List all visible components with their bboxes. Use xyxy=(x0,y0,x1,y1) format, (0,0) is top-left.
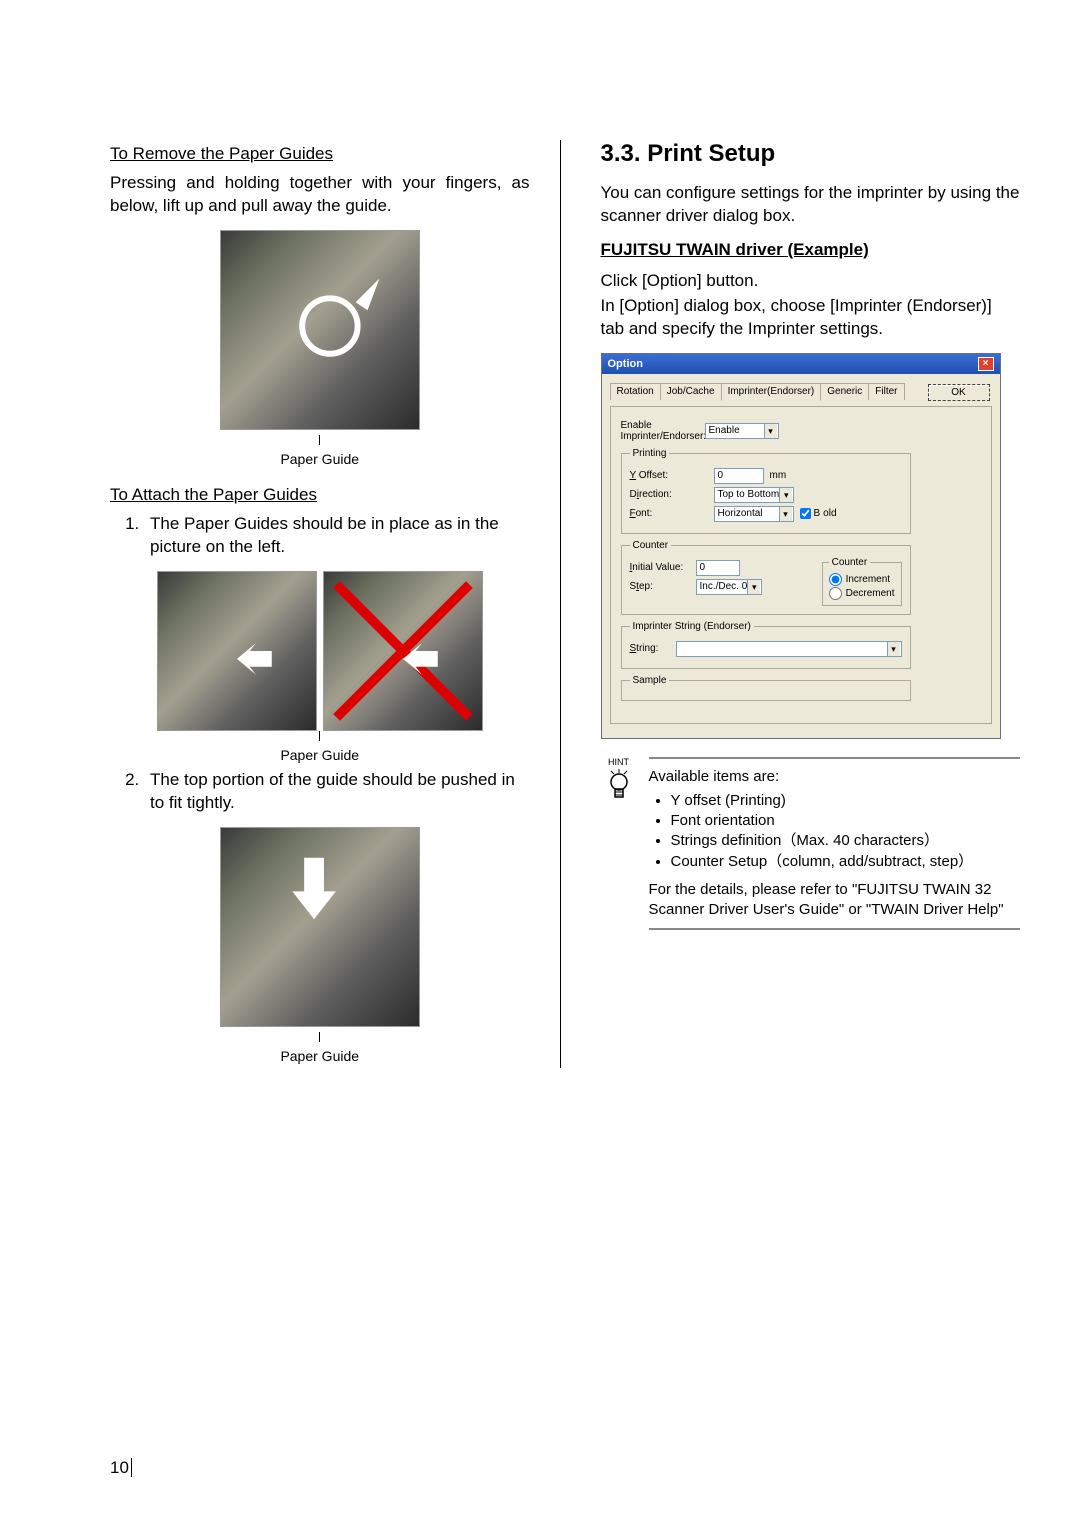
caption-1: Paper Guide xyxy=(110,451,530,467)
hint-item-2: Font orientation xyxy=(671,811,1021,831)
twain-heading: FUJITSU TWAIN driver (Example) xyxy=(601,240,1021,260)
direction-label: Direction: xyxy=(630,489,708,500)
figure-push-in: Paper Guide xyxy=(110,827,530,1064)
counter-inner-group: Counter Increment Decrement xyxy=(822,557,902,606)
step-select[interactable]: Inc./Dec. 0 xyxy=(696,579,763,595)
dialog-titlebar: Option × xyxy=(602,354,1000,374)
direction-select[interactable]: Top to Bottom xyxy=(714,487,795,503)
attach-step-1: The Paper Guides should be in place as i… xyxy=(144,513,530,559)
attach-steps-2: The top portion of the guide should be p… xyxy=(110,769,530,815)
print-setup-intro: You can configure settings for the impri… xyxy=(601,182,1021,228)
hint-item-3: Strings definition（Max. 40 characters） xyxy=(671,831,1021,851)
string-label: String: xyxy=(630,643,670,654)
initial-label: Initial Value: xyxy=(630,562,690,573)
page: To Remove the Paper Guides Pressing and … xyxy=(110,140,1020,1068)
initial-input[interactable]: 0 xyxy=(696,560,740,576)
increment-radio[interactable]: Increment xyxy=(829,573,895,586)
tab-panel: Enable Imprinter/Endorser: Enable Printi… xyxy=(610,406,992,724)
counter-inner-legend: Counter xyxy=(829,557,871,568)
imprinter-string-group: Imprinter String (Endorser) String: xyxy=(621,621,911,669)
right-column: 3.3. Print Setup You can configure setti… xyxy=(591,140,1021,1068)
step-label: Step: xyxy=(630,581,690,592)
close-icon[interactable]: × xyxy=(978,357,994,371)
counter-legend: Counter xyxy=(630,540,672,551)
photo-attach-wrong xyxy=(323,571,483,731)
option-dialog: Option × OK Cancel Help RotationJob/Cach… xyxy=(601,353,1001,739)
sample-group: Sample xyxy=(621,675,911,701)
sample-legend: Sample xyxy=(630,675,670,686)
printing-group: Printing Y Offset: 0 mm Direction: Top t… xyxy=(621,448,911,534)
section-title: 3.3. Print Setup xyxy=(601,140,1021,168)
tab-jobcache[interactable]: Job/Cache xyxy=(660,383,722,400)
bold-checkbox[interactable]: Bold xyxy=(800,508,837,519)
hint-lead: Available items are: xyxy=(649,767,1021,787)
heading-attach-paper-guides: To Attach the Paper Guides xyxy=(110,485,530,505)
twain-line2: In [Option] dialog box, choose [Imprinte… xyxy=(601,295,1021,341)
caption-3: Paper Guide xyxy=(110,1048,530,1064)
tab-rotation[interactable]: Rotation xyxy=(610,383,661,400)
hint-item-1: Y offset (Printing) xyxy=(671,791,1021,811)
photo-remove-guide xyxy=(220,230,420,430)
decrement-radio[interactable]: Decrement xyxy=(829,587,895,600)
hint-icon: HINT xyxy=(601,757,637,801)
hint-box: HINT Available items are: Y offset (Prin… xyxy=(601,757,1021,931)
tab-imprinter[interactable]: Imprinter(Endorser) xyxy=(721,383,822,401)
remove-description: Pressing and holding together with your … xyxy=(110,172,530,218)
photo-attach-correct xyxy=(157,571,317,731)
yoffset-input[interactable]: 0 xyxy=(714,468,764,484)
string-select[interactable] xyxy=(676,641,902,657)
tab-filter[interactable]: Filter xyxy=(868,383,904,400)
font-label: Font: xyxy=(630,508,708,519)
counter-group: Counter Initial Value: 0 Step: Inc./Dec.… xyxy=(621,540,911,615)
figure-attach-pair: Paper Guide xyxy=(110,571,530,763)
photo-push-in xyxy=(220,827,420,1027)
page-number: 10 xyxy=(110,1458,139,1478)
font-select[interactable]: Horizontal xyxy=(714,506,794,522)
hint-tail: For the details, please refer to "FUJITS… xyxy=(649,880,1021,921)
caption-2: Paper Guide xyxy=(110,747,530,763)
twain-line1: Click [Option] button. xyxy=(601,270,1021,293)
hint-item-4: Counter Setup（column, add/subtract, step… xyxy=(671,852,1021,872)
yoffset-label: Y Offset: xyxy=(630,470,708,481)
hint-body: Available items are: Y offset (Printing)… xyxy=(649,757,1021,931)
left-column: To Remove the Paper Guides Pressing and … xyxy=(110,140,561,1068)
attach-steps: The Paper Guides should be in place as i… xyxy=(110,513,530,559)
yoffset-unit: mm xyxy=(770,470,787,481)
ok-button[interactable]: OK xyxy=(928,384,990,401)
dialog-title-text: Option xyxy=(608,358,643,370)
impstring-legend: Imprinter String (Endorser) xyxy=(630,621,754,632)
enable-select[interactable]: Enable xyxy=(705,423,779,439)
heading-remove-paper-guides: To Remove the Paper Guides xyxy=(110,144,530,164)
printing-legend: Printing xyxy=(630,448,670,459)
tab-generic[interactable]: Generic xyxy=(820,383,869,400)
enable-label: Enable Imprinter/Endorser: xyxy=(621,420,699,442)
figure-remove: Paper Guide xyxy=(110,230,530,467)
attach-step-2: The top portion of the guide should be p… xyxy=(144,769,530,815)
